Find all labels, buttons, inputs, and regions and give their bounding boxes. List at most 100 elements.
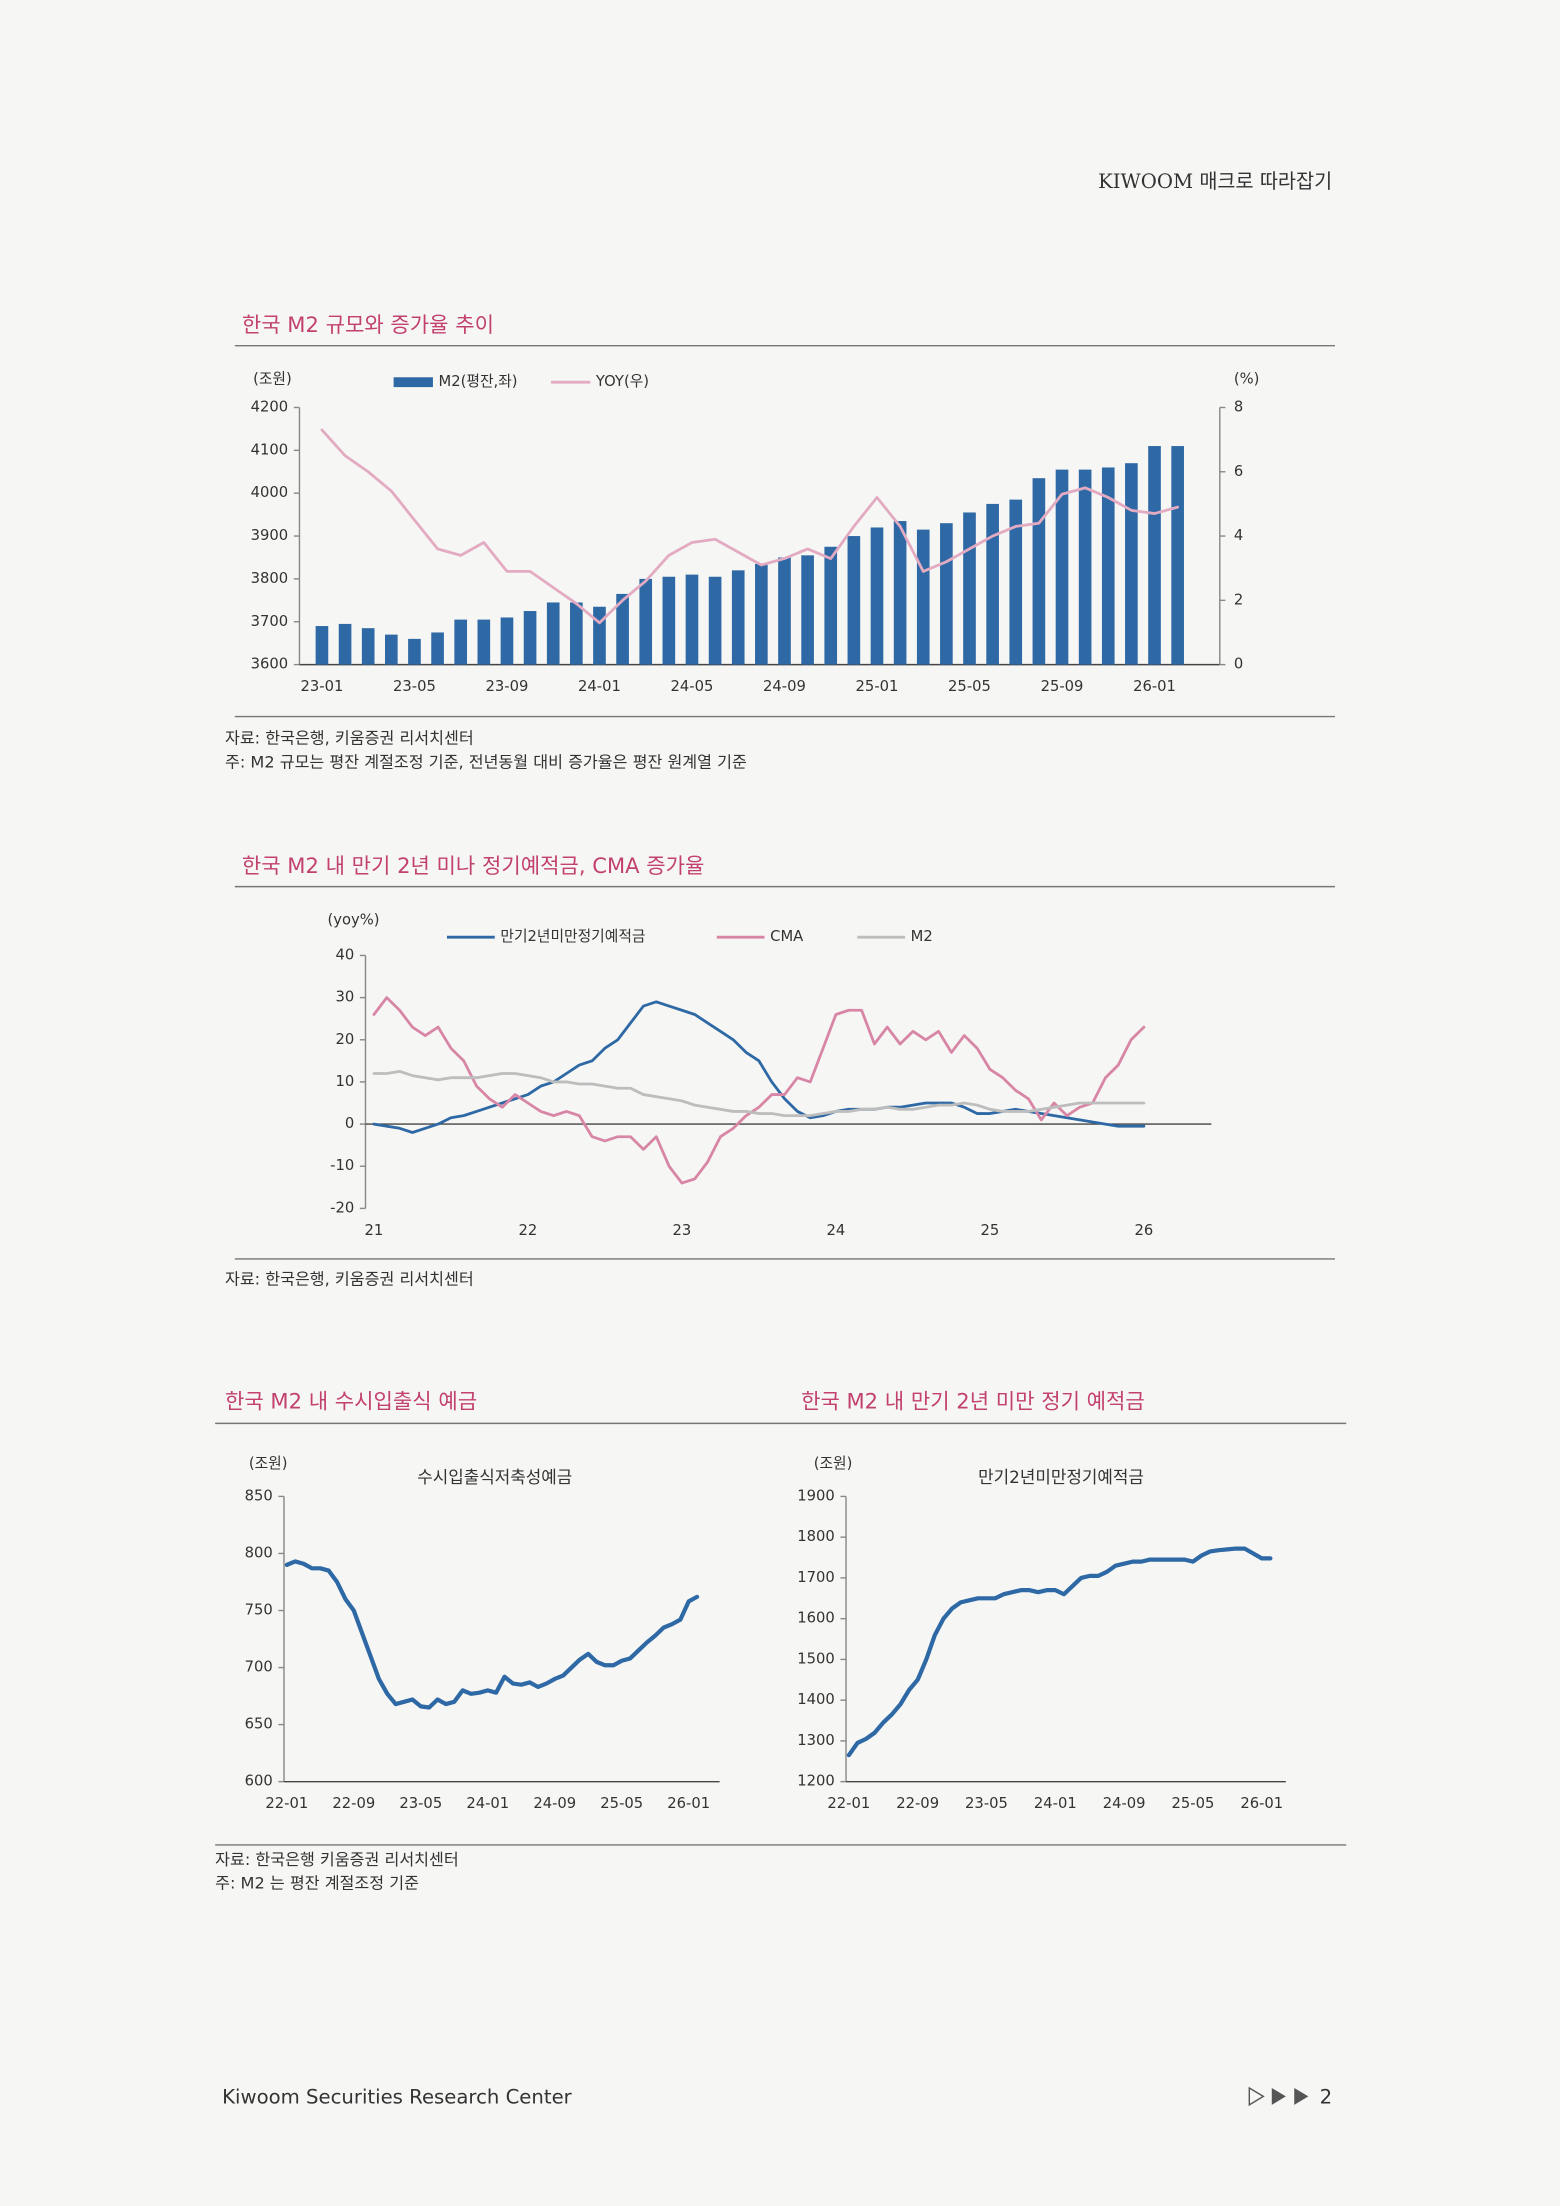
y-tick-label: 600 bbox=[245, 1773, 273, 1790]
bar bbox=[893, 521, 907, 665]
y-axis-label: (조원) bbox=[253, 370, 292, 387]
chart-subtitle: 만기2년미만정기예적금 bbox=[978, 1467, 1144, 1487]
x-tick-label: 22-09 bbox=[896, 1795, 939, 1812]
y-tick-label: 3800 bbox=[251, 570, 289, 587]
x-tick-label: 25-01 bbox=[856, 678, 899, 695]
y2-tick-label: 8 bbox=[1234, 398, 1243, 415]
y-tick-label: 700 bbox=[245, 1659, 273, 1676]
x-tick-label: 23-09 bbox=[486, 678, 529, 695]
bar bbox=[731, 570, 745, 665]
x-tick-label: 25-09 bbox=[1041, 678, 1084, 695]
x-tick-label: 26-01 bbox=[1240, 1795, 1283, 1812]
y-tick-label: 650 bbox=[245, 1716, 273, 1733]
y-tick-label: 4200 bbox=[251, 398, 289, 415]
x-tick-label: 25 bbox=[981, 1222, 1000, 1239]
x-tick-label: 25-05 bbox=[600, 1795, 643, 1812]
line-series bbox=[320, 428, 1180, 625]
bar bbox=[639, 578, 653, 665]
y2-axis-label: (%) bbox=[1234, 370, 1260, 387]
y2-tick-label: 6 bbox=[1234, 463, 1243, 480]
x-tick-label: 23-05 bbox=[965, 1795, 1008, 1812]
legend-label: M2(평잔,좌) bbox=[439, 373, 518, 390]
bar bbox=[361, 628, 375, 665]
bar bbox=[408, 638, 421, 665]
y-tick-label: 40 bbox=[335, 946, 354, 963]
legend-label: CMA bbox=[770, 928, 803, 945]
line-series bbox=[846, 1546, 1273, 1758]
y-tick-label: 4000 bbox=[251, 484, 289, 501]
x-tick-label: 22-01 bbox=[265, 1795, 308, 1812]
legend-swatch bbox=[393, 377, 433, 388]
x-tick-label: 24-09 bbox=[533, 1795, 576, 1812]
chart-title: 한국 M2 내 수시입출식 예금 bbox=[225, 1388, 477, 1413]
x-tick-label: 25-05 bbox=[1172, 1795, 1215, 1812]
y-tick-label: -20 bbox=[330, 1199, 354, 1216]
y-tick-label: 1600 bbox=[797, 1610, 835, 1627]
y-tick-label: 1200 bbox=[797, 1773, 835, 1790]
y-tick-label: 1800 bbox=[797, 1528, 835, 1545]
y-tick-label: 0 bbox=[345, 1115, 354, 1132]
x-tick-label: 23 bbox=[673, 1222, 692, 1239]
bar bbox=[338, 623, 352, 665]
y-tick-label: 1700 bbox=[797, 1569, 835, 1586]
bar bbox=[778, 557, 791, 665]
bar bbox=[523, 611, 537, 665]
bar bbox=[940, 523, 953, 665]
bar bbox=[454, 619, 468, 665]
bar bbox=[1009, 499, 1023, 665]
bar bbox=[1055, 469, 1069, 665]
legend-label: 만기2년미만정기예적금 bbox=[500, 928, 645, 945]
x-tick-label: 24-05 bbox=[671, 678, 714, 695]
bar bbox=[755, 563, 768, 665]
y-tick-label: 30 bbox=[335, 989, 354, 1006]
y-tick-label: 3900 bbox=[251, 527, 289, 544]
bar bbox=[824, 546, 838, 665]
bar bbox=[315, 626, 329, 665]
bar bbox=[1171, 446, 1184, 665]
x-tick-label: 24 bbox=[827, 1222, 846, 1239]
bar bbox=[500, 617, 514, 665]
bar bbox=[801, 555, 814, 665]
y-tick-label: 20 bbox=[335, 1031, 354, 1048]
x-tick-label: 21 bbox=[365, 1222, 384, 1239]
bar bbox=[1032, 478, 1046, 665]
chart-note: 주: M2 규모는 평잔 계절조정 기준, 전년동월 대비 증가율은 평잔 원계… bbox=[225, 752, 747, 771]
x-tick-label: 24-09 bbox=[1103, 1795, 1146, 1812]
bar bbox=[593, 606, 606, 665]
bar bbox=[616, 593, 629, 665]
x-tick-label: 24-01 bbox=[1034, 1795, 1077, 1812]
bar bbox=[916, 529, 930, 665]
x-tick-label: 26-01 bbox=[667, 1795, 710, 1812]
y2-tick-label: 4 bbox=[1234, 527, 1243, 544]
bar bbox=[1148, 446, 1161, 665]
x-tick-label: 25-05 bbox=[948, 678, 991, 695]
bar bbox=[384, 634, 398, 665]
legend-label: YOY(우) bbox=[595, 373, 649, 390]
legend-label: M2 bbox=[911, 928, 933, 945]
y-tick-label: 850 bbox=[245, 1487, 273, 1504]
chart-title: 한국 M2 내 만기 2년 미나 정기예적금, CMA 증가율 bbox=[242, 853, 705, 878]
bar bbox=[570, 602, 583, 665]
line-series bbox=[372, 1069, 1146, 1118]
line-series bbox=[372, 996, 1146, 1185]
line-series bbox=[372, 1000, 1146, 1134]
chart-note: 자료: 한국은행, 키움증권 리서치센터 bbox=[225, 729, 474, 748]
y-tick-label: 4100 bbox=[251, 441, 289, 458]
chart-title: 한국 M2 규모와 증가율 추이 bbox=[242, 312, 494, 337]
y-axis-label: (조원) bbox=[249, 1455, 288, 1472]
page-number: 2 bbox=[1320, 2085, 1333, 2108]
header-title: KIWOOM 매크로 따라잡기 bbox=[1098, 170, 1332, 193]
bar bbox=[870, 527, 884, 665]
chart-subtitle: 수시입출식저축성예금 bbox=[417, 1467, 572, 1487]
x-tick-label: 22 bbox=[519, 1222, 538, 1239]
y-tick-label: 1500 bbox=[797, 1650, 835, 1667]
bar bbox=[1101, 467, 1115, 665]
y2-tick-label: 2 bbox=[1234, 591, 1243, 608]
x-tick-label: 24-09 bbox=[763, 678, 806, 695]
bar bbox=[986, 503, 999, 665]
y-tick-label: -10 bbox=[330, 1157, 354, 1174]
x-tick-label: 24-01 bbox=[466, 1795, 509, 1812]
y-tick-label: 750 bbox=[245, 1602, 273, 1619]
y-tick-label: 1900 bbox=[797, 1487, 835, 1504]
